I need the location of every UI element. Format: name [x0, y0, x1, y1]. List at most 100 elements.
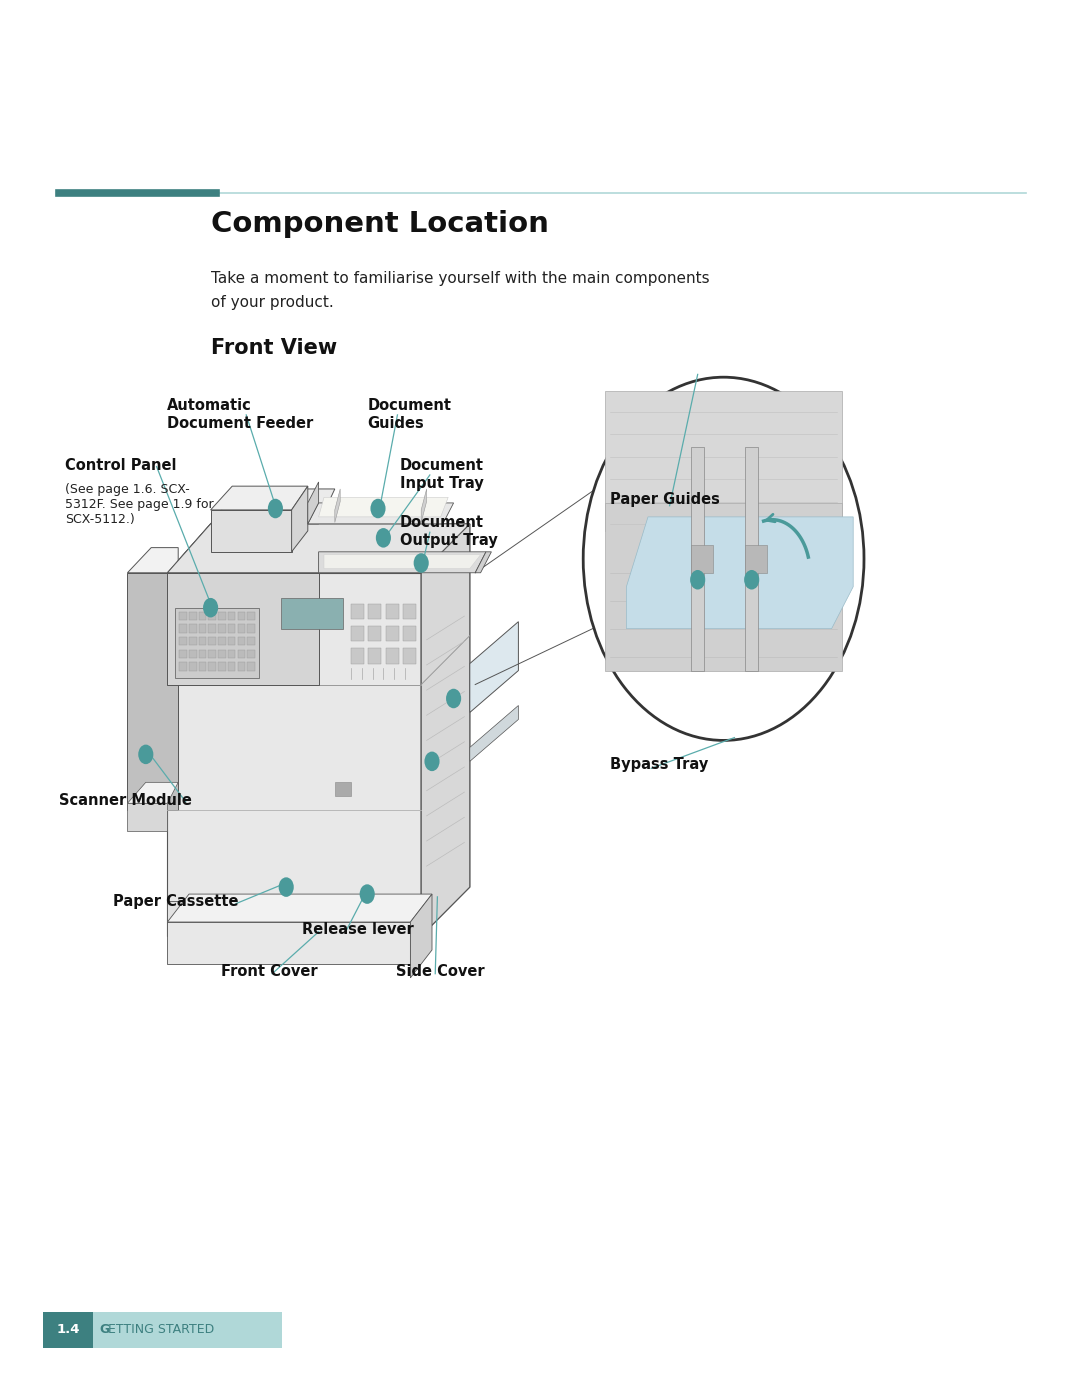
Circle shape: [279, 877, 294, 897]
Polygon shape: [247, 624, 255, 633]
Polygon shape: [247, 662, 255, 671]
Polygon shape: [410, 894, 432, 978]
Polygon shape: [167, 894, 432, 922]
Polygon shape: [179, 650, 187, 658]
Text: G: G: [99, 1323, 109, 1337]
Polygon shape: [281, 598, 343, 629]
Polygon shape: [208, 624, 216, 633]
Polygon shape: [368, 604, 381, 619]
Polygon shape: [335, 782, 351, 796]
Polygon shape: [167, 573, 319, 685]
Polygon shape: [238, 624, 245, 633]
Polygon shape: [189, 650, 197, 658]
Circle shape: [370, 499, 386, 518]
Polygon shape: [403, 626, 416, 641]
Polygon shape: [421, 524, 470, 936]
Polygon shape: [199, 662, 206, 671]
Polygon shape: [189, 662, 197, 671]
Circle shape: [690, 570, 705, 590]
Text: Side Cover: Side Cover: [396, 964, 485, 979]
Polygon shape: [238, 650, 245, 658]
Text: Bypass Tray: Bypass Tray: [610, 757, 708, 773]
Polygon shape: [208, 612, 216, 620]
Polygon shape: [403, 648, 416, 664]
Polygon shape: [475, 552, 491, 573]
Polygon shape: [605, 503, 842, 671]
Circle shape: [376, 528, 391, 548]
Text: 1.4: 1.4: [56, 1323, 80, 1337]
Circle shape: [744, 570, 759, 590]
Polygon shape: [211, 489, 335, 524]
Text: Take a moment to familiarise yourself with the main components: Take a moment to familiarise yourself wi…: [211, 271, 710, 286]
Text: Component Location: Component Location: [211, 210, 549, 237]
Polygon shape: [745, 545, 767, 573]
Polygon shape: [319, 552, 486, 573]
Polygon shape: [308, 503, 454, 524]
Polygon shape: [238, 662, 245, 671]
Polygon shape: [308, 482, 319, 524]
Polygon shape: [218, 650, 226, 658]
Polygon shape: [175, 608, 259, 678]
Polygon shape: [386, 648, 399, 664]
Circle shape: [360, 884, 375, 904]
Polygon shape: [179, 662, 187, 671]
Polygon shape: [228, 637, 235, 645]
Text: ETTING STARTED: ETTING STARTED: [108, 1323, 214, 1337]
Polygon shape: [127, 782, 178, 803]
Circle shape: [268, 499, 283, 518]
Polygon shape: [208, 650, 216, 658]
Polygon shape: [324, 555, 481, 569]
Polygon shape: [292, 486, 308, 552]
Polygon shape: [228, 650, 235, 658]
Polygon shape: [218, 662, 226, 671]
Text: Paper Guides: Paper Guides: [610, 492, 720, 507]
Polygon shape: [199, 624, 206, 633]
Polygon shape: [199, 612, 206, 620]
Text: Paper Cassette: Paper Cassette: [113, 894, 239, 909]
Text: Scanner Module: Scanner Module: [59, 793, 192, 809]
Polygon shape: [167, 524, 470, 573]
Text: Release lever: Release lever: [302, 922, 414, 937]
Polygon shape: [421, 524, 470, 936]
Polygon shape: [199, 650, 206, 658]
Text: Control Panel: Control Panel: [65, 458, 176, 474]
Polygon shape: [199, 637, 206, 645]
FancyBboxPatch shape: [43, 1312, 93, 1348]
Polygon shape: [179, 624, 187, 633]
Polygon shape: [351, 648, 364, 664]
Polygon shape: [218, 637, 226, 645]
Circle shape: [203, 598, 218, 617]
Text: Automatic
Document Feeder: Automatic Document Feeder: [167, 398, 313, 430]
Polygon shape: [386, 626, 399, 641]
Polygon shape: [218, 612, 226, 620]
Polygon shape: [228, 662, 235, 671]
Polygon shape: [626, 517, 853, 629]
Polygon shape: [218, 624, 226, 633]
Polygon shape: [386, 604, 399, 619]
Polygon shape: [421, 489, 427, 522]
Polygon shape: [238, 612, 245, 620]
Text: Front View: Front View: [211, 338, 337, 358]
Text: (See page 1.6. SCX-
5312F. See page 1.9 for
SCX-5112.): (See page 1.6. SCX- 5312F. See page 1.9 …: [65, 483, 214, 527]
Polygon shape: [691, 447, 704, 671]
Polygon shape: [179, 637, 187, 645]
Circle shape: [583, 377, 864, 740]
Text: Front Cover: Front Cover: [221, 964, 318, 979]
Polygon shape: [167, 901, 421, 936]
Polygon shape: [470, 705, 518, 761]
Polygon shape: [605, 391, 842, 531]
Polygon shape: [247, 637, 255, 645]
Circle shape: [138, 745, 153, 764]
Polygon shape: [351, 604, 364, 619]
Circle shape: [414, 553, 429, 573]
Polygon shape: [351, 626, 364, 641]
Text: Document
Guides: Document Guides: [367, 398, 451, 430]
Circle shape: [424, 752, 440, 771]
Polygon shape: [167, 573, 421, 936]
Polygon shape: [189, 612, 197, 620]
Polygon shape: [189, 637, 197, 645]
Polygon shape: [208, 637, 216, 645]
Polygon shape: [228, 612, 235, 620]
Circle shape: [446, 689, 461, 708]
Polygon shape: [335, 489, 340, 522]
